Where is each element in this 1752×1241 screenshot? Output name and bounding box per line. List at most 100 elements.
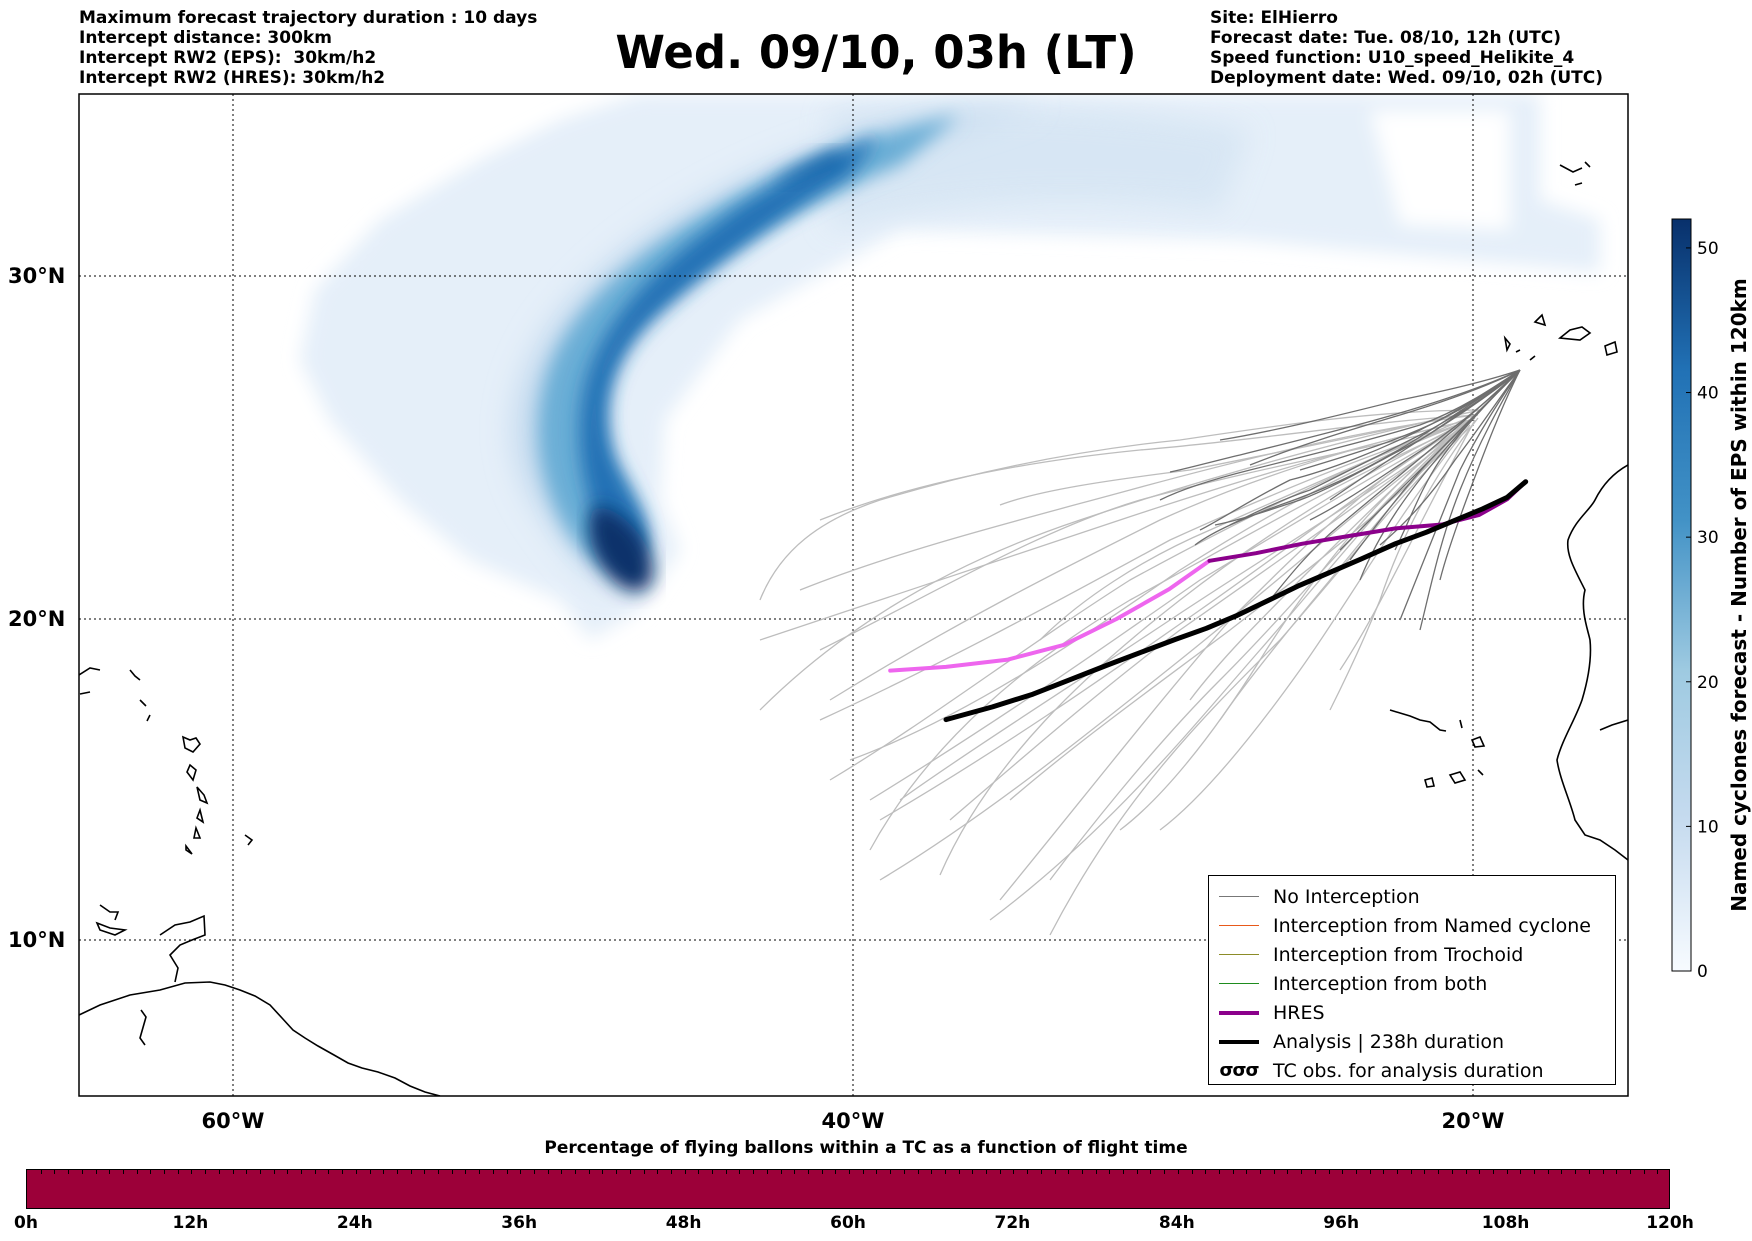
flight-bar-minor-tick (1383, 1170, 1385, 1174)
flight-bar-minor-tick (81, 1170, 83, 1174)
header-site: Site: ElHierro (1210, 8, 1338, 28)
colorbar-tick-label: 20 (1697, 673, 1719, 693)
flight-bar-minor-tick (492, 1170, 494, 1174)
legend-item-no-interception: No Interception (1217, 882, 1607, 911)
flight-bar-minor-tick (1027, 1170, 1029, 1174)
flight-bar-minor-tick (1602, 1170, 1604, 1174)
flight-bar-minor-tick (1040, 1170, 1042, 1174)
flight-bar-minor-tick (602, 1170, 604, 1174)
cyclone-density-field (300, 94, 1600, 640)
flight-bar-tick-label: 48h (665, 1213, 702, 1233)
flight-bar-minor-tick (164, 1170, 165, 1174)
flight-bar-tick-label: 120h (1646, 1213, 1694, 1233)
flight-bar-minor-tick (1629, 1170, 1631, 1174)
header-max-duration: Maximum forecast trajectory duration : 1… (79, 8, 538, 28)
flight-bar-minor-tick (1410, 1170, 1412, 1174)
flight-bar-minor-tick (657, 1170, 659, 1174)
flight-bar-minor-tick (355, 1170, 357, 1174)
flight-bar-minor-tick (410, 1170, 412, 1174)
legend-label-both: Interception from both (1273, 972, 1488, 995)
flight-bar-minor-tick (1150, 1170, 1152, 1174)
legend-line-hres (1219, 1010, 1259, 1015)
lon-label-20w: 20°W (1442, 1109, 1505, 1130)
flight-bar-minor-tick (1328, 1170, 1330, 1174)
flight-bar-tick-label: 84h (1158, 1213, 1195, 1233)
flight-bar-minor-tick (575, 1170, 576, 1174)
header-intercept-distance: Intercept distance: 300km (79, 28, 332, 48)
flight-bar-minor-tick (40, 1170, 42, 1174)
flight-bar-minor-tick (616, 1170, 618, 1174)
flight-bar-minor-tick (1506, 1170, 1508, 1174)
flight-bar-minor-tick (684, 1170, 686, 1174)
flight-bar-minor-tick (670, 1170, 672, 1174)
flight-bar-minor-tick (753, 1170, 755, 1174)
flight-bar-tick-label: 12h (172, 1213, 209, 1233)
flight-bar-minor-tick (1520, 1170, 1522, 1174)
flight-bar-minor-tick (1095, 1170, 1097, 1174)
flight-bar-minor-tick (958, 1170, 960, 1174)
analysis-trajectory-line (943, 479, 1529, 723)
flight-bar-minor-tick (259, 1170, 261, 1174)
flight-bar-tick-label: 0h (14, 1213, 38, 1233)
flight-bar-minor-tick (849, 1170, 850, 1174)
colorbar-title: Named cyclones forecast - Number of EPS … (1727, 278, 1751, 912)
flight-bar-minor-tick (1657, 1170, 1659, 1174)
flight-bar-minor-tick (794, 1170, 796, 1174)
legend-item-analysis: Analysis | 238h duration (1217, 1027, 1607, 1056)
flight-bar-minor-tick (1273, 1170, 1275, 1174)
legend-line-analysis (1219, 1039, 1259, 1044)
flight-bar-tick-label: 36h (501, 1213, 538, 1233)
legend-label-no-interception: No Interception (1273, 885, 1420, 908)
flight-bar-minor-tick (177, 1170, 179, 1174)
flight-bar-minor-tick (1479, 1170, 1481, 1174)
flight-bar-minor-tick (739, 1170, 741, 1174)
flight-bar-minor-tick (246, 1170, 248, 1174)
flight-bar-minor-tick (1465, 1170, 1467, 1174)
trajectories-dark (1159, 369, 1521, 631)
flight-bar-minor-tick (931, 1170, 933, 1174)
flight-bar-minor-tick (725, 1170, 727, 1174)
flight-bar-minor-tick (191, 1170, 193, 1174)
flight-bar-minor-tick (972, 1170, 974, 1174)
flight-bar-tick-label: 60h (830, 1213, 866, 1233)
legend-label-tc-obs: TC obs. for analysis duration (1273, 1059, 1544, 1082)
flight-bar-minor-tick (465, 1170, 467, 1174)
flight-bar-minor-tick (150, 1170, 152, 1174)
flight-bar-minor-tick (68, 1170, 70, 1174)
colorbar-ticks: 0 10 20 30 40 50 (1686, 239, 1719, 982)
flight-bar-minor-tick (986, 1170, 987, 1174)
flight-bar-minor-tick (712, 1170, 713, 1174)
header-info-left: Maximum forecast trajectory duration : 1… (79, 8, 537, 88)
flight-bar-minor-tick (438, 1170, 439, 1174)
flight-bar-minor-tick (1232, 1170, 1234, 1174)
flight-bar-minor-tick (328, 1170, 330, 1174)
colorbar-gradient (1671, 218, 1692, 972)
flight-bar-minor-tick (1575, 1170, 1577, 1174)
flight-bar-minor-tick (1136, 1170, 1138, 1174)
legend-label-hres: HRES (1273, 1001, 1325, 1024)
flight-bar-minor-tick (1643, 1170, 1645, 1174)
flight-bar-minor-tick (890, 1170, 892, 1174)
flight-bar-minor-tick (1534, 1170, 1535, 1174)
legend-line-named-cyclone (1219, 924, 1259, 927)
legend-item-named-cyclone: Interception from Named cyclone (1217, 911, 1607, 940)
flight-bar-minor-tick (1547, 1170, 1549, 1174)
map-frame (78, 93, 1629, 1097)
flight-bar-minor-tick (944, 1170, 946, 1174)
flight-bar-minor-tick (1164, 1170, 1166, 1174)
header-intercept-eps: Intercept RW2 (EPS): 30km/h2 (79, 48, 377, 68)
lat-label-10n: 10°N (8, 928, 65, 952)
tc-symbol-icon: σσσ (1219, 1060, 1259, 1081)
flight-bar-minor-tick (424, 1170, 426, 1174)
flight-bar-minor-tick (876, 1170, 878, 1174)
flight-bar-minor-tick (1013, 1170, 1015, 1174)
header-deployment-date: Deployment date: Wed. 09/10, 02h (UTC) (1210, 68, 1604, 88)
legend-item-both: Interception from both (1217, 969, 1607, 998)
flight-bar-minor-tick (1054, 1170, 1056, 1174)
flight-bar-minor-tick (479, 1170, 481, 1174)
legend-label-named-cyclone: Interception from Named cyclone (1273, 914, 1591, 937)
colorbar-tick-label: 30 (1697, 528, 1719, 548)
hres-trajectory-extension (888, 558, 1212, 673)
flight-bar-minor-tick (314, 1170, 316, 1174)
flight-bar-minor-tick (629, 1170, 631, 1174)
